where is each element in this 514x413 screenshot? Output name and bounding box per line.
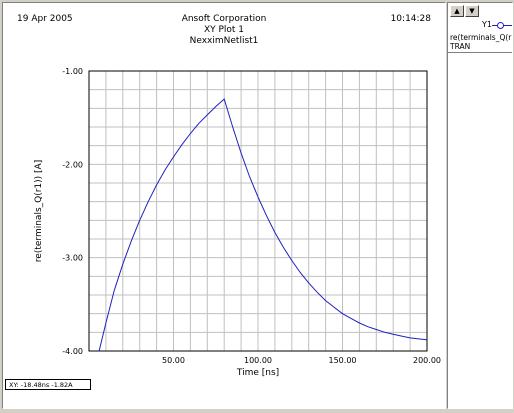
plot-frame xyxy=(88,70,428,352)
y-tick-label: -2.00 xyxy=(62,160,83,169)
plot-pane[interactable]: 19 Apr 2005 Ansoft Corporation XY Plot 1… xyxy=(2,2,446,409)
y-tick-label: -4.00 xyxy=(62,347,83,356)
legend-expression: re(terminals_Q(r1 xyxy=(450,33,513,42)
triangle-up-icon: ▲ xyxy=(454,7,460,15)
scroll-down-button[interactable]: ▼ xyxy=(465,5,479,17)
legend-pane[interactable]: ▲ ▼ Y1 re(terminals_Q(r1 TRAN xyxy=(447,2,513,409)
xy-plot-chart[interactable]: 50.00 100.00 150.00 200.00 -1.00 -2.00 -3.00 -4… xyxy=(3,3,445,408)
x-axis-label: Time [ns] xyxy=(236,368,279,378)
axis-ticks: 50.00 100.00 150.00 200.00 -1.00 -2.00 -3.00 -4… xyxy=(62,67,441,365)
legend-series-name: Y1 xyxy=(482,20,492,29)
x-tick-label: 200.00 xyxy=(413,356,441,365)
company-name: Ansoft Corporation xyxy=(181,14,267,24)
plot-grid xyxy=(89,71,427,351)
plot-header: Ansoft Corporation XY Plot 1 NexximNetli… xyxy=(3,14,445,47)
legend-analysis: TRAN xyxy=(450,42,471,51)
x-tick-label: 50.00 xyxy=(162,356,185,365)
y-axis-label: re(terminals_Q(r1)) [A] xyxy=(34,160,44,262)
x-tick-label: 100.00 xyxy=(244,356,272,365)
y-tick-label: -1.00 xyxy=(62,67,83,76)
scroll-up-button[interactable]: ▲ xyxy=(450,5,464,17)
design-name: NexximNetlist1 xyxy=(189,36,259,46)
plot-time: 10:14:28 xyxy=(390,14,431,24)
cursor-readout: XY: -18.48ns -1.82A xyxy=(5,379,91,390)
x-tick-label: 150.00 xyxy=(329,356,357,365)
legend-divider xyxy=(448,52,512,53)
y-tick-label: -3.00 xyxy=(62,254,83,263)
plot-date: 19 Apr 2005 xyxy=(17,14,73,24)
triangle-down-icon: ▼ xyxy=(469,7,475,15)
legend-marker-icon xyxy=(497,22,504,29)
plot-title: XY Plot 1 xyxy=(203,25,245,35)
series-y1-line[interactable] xyxy=(98,98,428,352)
